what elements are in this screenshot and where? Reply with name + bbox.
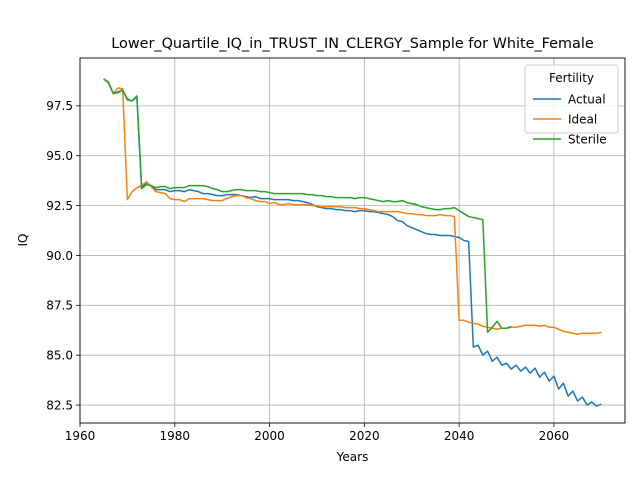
grid: [79, 58, 625, 423]
series-line-ideal: [103, 78, 602, 335]
legend-title: Fertility: [549, 71, 594, 85]
legend-label-ideal: Ideal: [568, 112, 597, 126]
x-tick-label: 1980: [160, 429, 191, 443]
x-tick-label: 2060: [539, 429, 570, 443]
axis-ticks: 1960 1980 2000 2020 2040 2060 82.5 85.0 87.5 90.0…: [46, 99, 569, 443]
y-tick-label: 92.5: [46, 199, 73, 213]
x-axis-label: Years: [336, 450, 369, 464]
y-axis-label: IQ: [16, 234, 30, 247]
y-tick-label: 97.5: [46, 99, 73, 113]
x-tick-label: 2000: [254, 429, 285, 443]
legend-label-sterile: Sterile: [568, 132, 607, 146]
plot-frame: [79, 57, 626, 424]
series-line-sterile: [103, 78, 512, 333]
legend-label-actual: Actual: [568, 92, 606, 106]
y-tick-label: 85.0: [46, 348, 73, 362]
y-tick-label: 87.5: [46, 299, 73, 313]
legend-box: [524, 64, 619, 134]
legend: Fertility Actual Ideal Sterile: [524, 64, 619, 146]
x-tick-label: 2040: [444, 429, 475, 443]
series-lines: [103, 78, 602, 407]
series-line-actual: [103, 78, 602, 407]
x-tick-label: 2020: [349, 429, 380, 443]
chart-title: Lower_Quartile_IQ_in_TRUST_IN_CLERGY_Sam…: [111, 36, 594, 52]
y-tick-label: 90.0: [46, 249, 73, 263]
y-tick-label: 95.0: [46, 149, 73, 163]
y-tick-label: 82.5: [46, 398, 73, 412]
x-tick-label: 1960: [65, 429, 96, 443]
